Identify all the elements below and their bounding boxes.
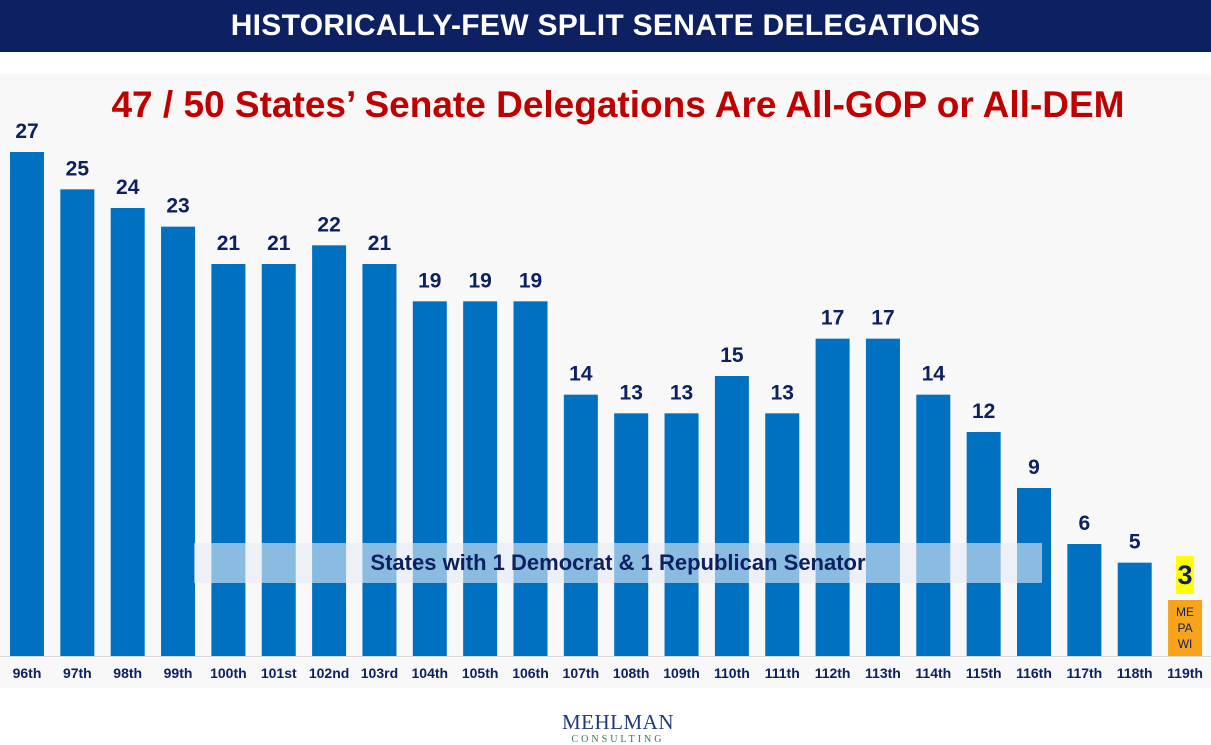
x-tick-label: 108th <box>613 665 650 681</box>
bar <box>211 264 246 656</box>
bar <box>714 376 749 656</box>
bar <box>161 226 196 656</box>
x-tick-label: 118th <box>1117 665 1153 681</box>
value-label: 3 <box>1178 560 1193 590</box>
value-label: 14 <box>569 363 593 386</box>
bar <box>664 413 699 656</box>
x-tick-label: 98th <box>113 665 142 681</box>
x-tick-label: 112th <box>815 665 851 681</box>
bar <box>10 152 44 656</box>
x-tick-label: 104th <box>412 665 449 681</box>
x-tick-label: 97th <box>63 665 92 681</box>
bar <box>865 338 900 656</box>
bar <box>916 394 951 656</box>
state-label: WI <box>1178 637 1193 651</box>
bar <box>312 245 347 657</box>
value-label: 14 <box>922 363 946 386</box>
annotation-text: States with 1 Democrat & 1 Republican Se… <box>370 550 866 575</box>
value-label: 21 <box>267 232 291 255</box>
x-tick-label: 101st <box>261 665 297 681</box>
value-label: 19 <box>418 269 441 292</box>
x-tick-label: 114th <box>915 665 951 681</box>
x-tick-label: 117th <box>1066 665 1102 681</box>
value-label: 13 <box>620 381 643 404</box>
bar <box>362 264 397 656</box>
x-tick-label: 119th <box>1167 665 1203 681</box>
state-label: ME <box>1176 605 1194 619</box>
value-label-highlight <box>1176 556 1195 594</box>
x-tick-label: 110th <box>714 665 750 681</box>
value-label: 6 <box>1079 512 1091 535</box>
x-tick-label: 96th <box>13 665 42 681</box>
bar <box>60 189 95 657</box>
value-label: 21 <box>368 232 392 255</box>
x-tick-label: 102nd <box>309 665 349 681</box>
value-label: 17 <box>871 307 894 330</box>
x-tick-label: 109th <box>663 665 700 681</box>
value-label: 23 <box>166 195 189 218</box>
value-label: 9 <box>1028 456 1040 479</box>
bar <box>815 338 850 656</box>
value-label: 15 <box>720 344 744 367</box>
chart-panel <box>0 74 1211 688</box>
value-label: 17 <box>821 307 844 330</box>
x-tick-label: 103rd <box>361 665 398 681</box>
value-label: 5 <box>1129 531 1141 554</box>
x-tick-label: 99th <box>164 665 193 681</box>
bar <box>1168 600 1203 656</box>
bar <box>614 413 649 656</box>
logo-name: MEHLMAN <box>562 710 674 734</box>
bar <box>1117 562 1152 656</box>
bar <box>563 394 598 656</box>
value-label: 13 <box>771 381 794 404</box>
x-tick-label: 106th <box>512 665 549 681</box>
bar <box>765 413 800 656</box>
bar <box>463 301 498 656</box>
annotation-box: States with 1 Democrat & 1 Republican Se… <box>194 543 1042 583</box>
banner-title: HISTORICALLY-FEW SPLIT SENATE DELEGATION… <box>230 9 981 42</box>
value-label: 25 <box>66 157 90 180</box>
x-tick-label: 116th <box>1016 665 1052 681</box>
x-tick-label: 115th <box>966 665 1002 681</box>
value-label: 27 <box>15 120 38 143</box>
chart-title: 47 / 50 States’ Senate Delegations Are A… <box>111 84 1125 125</box>
value-label: 22 <box>317 213 340 236</box>
company-logo: MEHLMAN CONSULTING <box>0 712 1211 745</box>
bar <box>412 301 447 656</box>
bar <box>261 264 296 656</box>
logo-sub: CONSULTING <box>571 734 665 745</box>
value-label: 19 <box>519 269 542 292</box>
value-label: 21 <box>217 232 241 255</box>
x-tick-label: 107th <box>563 665 600 681</box>
header-banner: HISTORICALLY-FEW SPLIT SENATE DELEGATION… <box>0 0 1211 52</box>
bar <box>110 208 145 656</box>
value-label: 24 <box>116 176 140 199</box>
value-label: 12 <box>972 400 995 423</box>
state-label: PA <box>1177 621 1192 635</box>
value-label: 13 <box>670 381 693 404</box>
x-tick-label: 111th <box>765 665 800 681</box>
x-tick-label: 113th <box>865 665 901 681</box>
bar <box>1067 544 1102 656</box>
bar <box>513 301 548 656</box>
x-tick-label: 105th <box>462 665 499 681</box>
x-tick-label: 100th <box>210 665 247 681</box>
value-label: 19 <box>468 269 491 292</box>
